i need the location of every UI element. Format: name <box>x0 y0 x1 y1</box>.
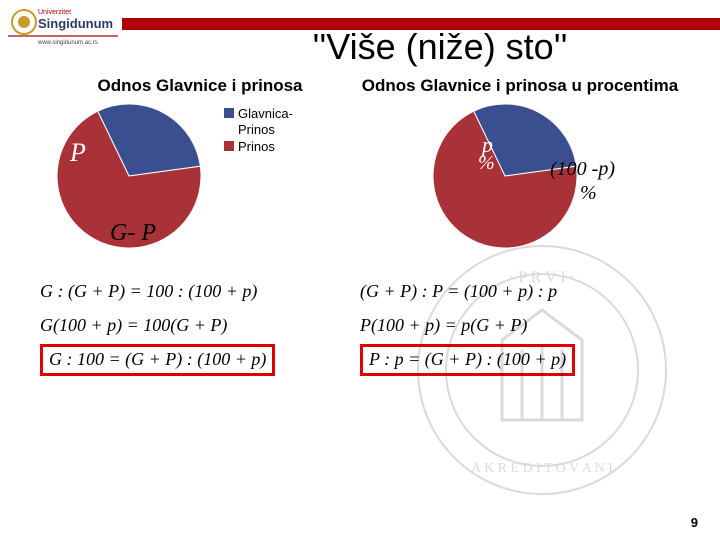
formulas-right: (G + P) : P = (100 + p) : p P(100 + p) =… <box>360 274 680 377</box>
legend-item: Glavnica- Prinos <box>224 106 293 137</box>
annot-p: P <box>70 138 86 168</box>
chart-right: Odnos Glavnice i prinosa u procentima p … <box>360 76 680 262</box>
legend-text: Glavnica- Prinos <box>238 106 293 137</box>
chart-right-title: Odnos Glavnice i prinosa u procentima <box>360 76 680 96</box>
formula-highlighted: P : p = (G + P) : (100 + p) <box>360 344 575 375</box>
annot-g-minus-p: G- P <box>110 220 156 247</box>
logo-sub-text: www.singidunum.ac.rs <box>37 40 98 46</box>
pie-left-wrap: Glavnica- Prinos Prinos P G- P <box>44 102 244 262</box>
page-number: 9 <box>691 515 698 530</box>
formula-line: P(100 + p) = p(G + P) <box>360 308 680 342</box>
header: Univerzitet Singidunum www.singidunum.ac… <box>0 0 720 54</box>
header-accent-bar <box>122 18 720 30</box>
pie-right-svg <box>420 102 590 262</box>
formulas-left: G : (G + P) = 100 : (100 + p) G(100 + p)… <box>40 274 360 377</box>
legend-item: Prinos <box>224 139 293 155</box>
legend-swatch-icon <box>224 141 234 151</box>
annot-pct2: % <box>580 182 597 205</box>
charts-row: Odnos Glavnice i prinosa Glavnica- Prino… <box>0 68 720 262</box>
singidunum-logo: Univerzitet Singidunum www.singidunum.ac… <box>8 4 118 50</box>
annot-100-p: (100 -p) <box>550 158 615 181</box>
pie-right-wrap: p % (100 -p) % <box>420 102 620 262</box>
formula-line: G(100 + p) = 100(G + P) <box>40 308 360 342</box>
legend-left: Glavnica- Prinos Prinos <box>224 106 293 157</box>
formula-line: G : (G + P) = 100 : (100 + p) <box>40 274 360 308</box>
legend-swatch-icon <box>224 108 234 118</box>
annot-pct1: % <box>478 152 495 175</box>
chart-left: Odnos Glavnice i prinosa Glavnica- Prino… <box>40 76 360 262</box>
formula-line: (G + P) : P = (100 + p) : p <box>360 274 680 308</box>
svg-text:A K R E D I T O V A N I: A K R E D I T O V A N I <box>471 461 613 476</box>
chart-left-title: Odnos Glavnice i prinosa <box>40 76 360 96</box>
legend-text: Prinos <box>238 139 275 155</box>
formula-highlighted: G : 100 = (G + P) : (100 + p) <box>40 344 275 375</box>
formulas-row: G : (G + P) = 100 : (100 + p) G(100 + p)… <box>0 262 720 377</box>
logo-top-text: Univerzitet <box>38 9 71 16</box>
logo-main-text: Singidunum <box>38 16 113 31</box>
logo: Univerzitet Singidunum www.singidunum.ac… <box>0 0 122 54</box>
